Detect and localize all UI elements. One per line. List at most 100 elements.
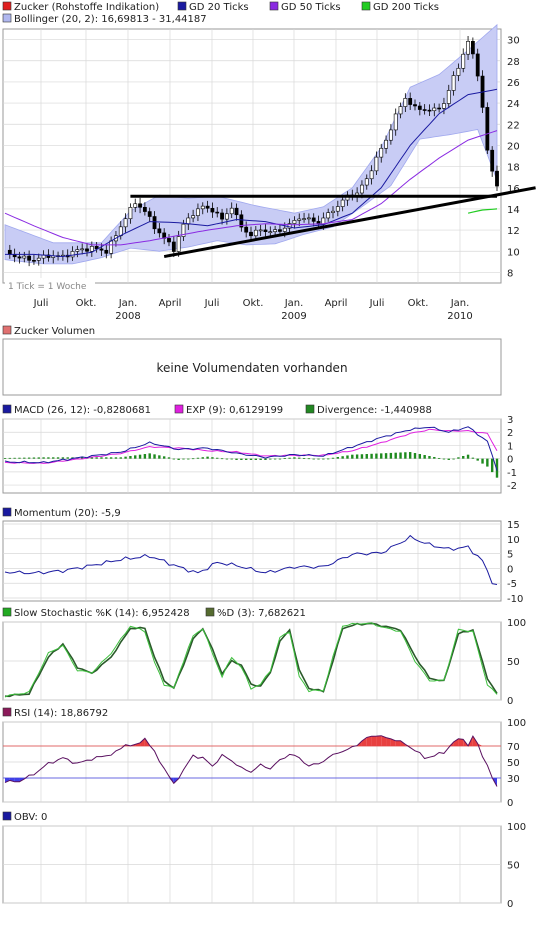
candle-body (215, 211, 220, 214)
divergence-bar (259, 458, 262, 460)
divergence-bar (52, 457, 55, 459)
divergence-bar (399, 452, 402, 459)
rsi-oversold-fill (9, 778, 15, 782)
candle-body (495, 170, 499, 187)
divergence-bar (452, 458, 455, 460)
stoch-legend-1-swatch (205, 607, 215, 617)
momentum-panel-frame (2, 520, 502, 602)
legend-main-2: GD 50 Ticks (281, 2, 341, 13)
divergence-bar (167, 457, 171, 459)
macd-legend-0: MACD (26, 12): -0,8280681 (14, 405, 151, 416)
price-y-tick-8: 24 (507, 99, 520, 110)
candle-body (413, 104, 417, 107)
candle-body (147, 211, 152, 217)
macd-legend-2-swatch (305, 404, 315, 414)
divergence-bar (230, 458, 233, 460)
macd-y-tick-3: 0 (507, 455, 513, 466)
rsi-overbought-fill (140, 738, 145, 746)
candle-body (157, 228, 162, 234)
x-year-label-1: 2009 (281, 311, 306, 322)
macd-y-tick-5: -2 (507, 481, 517, 492)
trendline-1 (163, 186, 536, 259)
legend-main-0: Zucker (Rohstoffe Indikation) (14, 2, 159, 13)
divergence-bar (476, 458, 479, 461)
gd200-line (467, 208, 498, 214)
x-month-label-0: Juli (33, 298, 49, 309)
rsi-oversold-fill (5, 778, 10, 783)
rsi-overbought-fill (366, 736, 372, 746)
candle-body (485, 107, 490, 151)
candle-body (470, 41, 475, 55)
x-month-label-5: Okt. (243, 298, 264, 309)
candle-body (176, 236, 181, 252)
divergence-bar (365, 454, 368, 459)
candle-body (393, 113, 398, 131)
divergence-bar (196, 457, 200, 459)
macd-legend-1: EXP (9): 0,6129199 (186, 405, 283, 416)
candle-body (181, 223, 186, 237)
divergence-bar (307, 458, 311, 460)
divergence-bar (56, 457, 60, 459)
divergence-bar (172, 458, 176, 460)
divergence-bar (8, 457, 12, 459)
divergence-bar (346, 455, 349, 459)
candle-body (22, 255, 27, 259)
candle-body (99, 248, 104, 251)
candle-body (364, 178, 369, 186)
candle-body (32, 260, 36, 262)
divergence-bar (351, 454, 354, 459)
candle-body (475, 53, 480, 77)
divergence-bar (326, 458, 330, 460)
candle-body (224, 213, 229, 220)
divergence-bar (249, 458, 253, 460)
candle-body (273, 229, 278, 232)
momentum-y-tick-3: 0 (507, 564, 513, 575)
divergence-bar (428, 456, 431, 459)
divergence-bar (264, 458, 267, 460)
candle-body (258, 229, 263, 232)
candle-body (427, 109, 432, 112)
momentum-legend: Momentum (20): -5,9 (14, 508, 121, 519)
candle-body (437, 107, 442, 110)
divergence-bar (114, 457, 118, 459)
momentum-y-tick-2: 5 (507, 550, 513, 561)
candle-body (422, 109, 427, 111)
candle-body (461, 53, 466, 69)
macd-y-tick-4: -1 (507, 468, 517, 479)
momentum-y-tick-4: -5 (507, 579, 517, 590)
legend-bollinger-swatch (2, 13, 12, 23)
candle-body (152, 216, 157, 230)
divergence-bar (457, 457, 460, 459)
volume-title: Zucker Volumen (14, 326, 95, 337)
x-year-label-0: 2008 (115, 311, 140, 322)
candle-body (442, 103, 446, 109)
divergence-bar (278, 458, 282, 460)
macd-y-tick-1: 2 (507, 428, 513, 439)
divergence-bar (95, 457, 98, 459)
candle-body (287, 223, 292, 229)
momentum-legend-swatch (2, 507, 12, 517)
divergence-bar (23, 457, 26, 459)
candle-body (210, 207, 215, 213)
rsi-overbought-fill (361, 737, 367, 746)
candle-body (123, 218, 128, 228)
divergence-bar (423, 455, 426, 459)
candle-body (360, 184, 364, 194)
obv-y-tick-2: 0 (507, 899, 513, 910)
price-y-tick-2: 12 (507, 226, 520, 237)
divergence-bar (162, 456, 166, 459)
candle-body (340, 199, 345, 207)
divergence-bar (129, 456, 132, 459)
divergence-bar (273, 458, 277, 460)
macd-legend-0-swatch (2, 404, 12, 414)
rsi-y-tick-4: 0 (507, 798, 513, 809)
candle-body (70, 251, 75, 258)
candle-body (451, 75, 456, 91)
divergence-bar (447, 458, 450, 460)
legend-main-1: GD 20 Ticks (189, 2, 249, 13)
divergence-bar (27, 457, 31, 459)
candle-body (104, 249, 109, 254)
candle-body (239, 214, 244, 228)
x-month-label-8: Juli (369, 298, 385, 309)
